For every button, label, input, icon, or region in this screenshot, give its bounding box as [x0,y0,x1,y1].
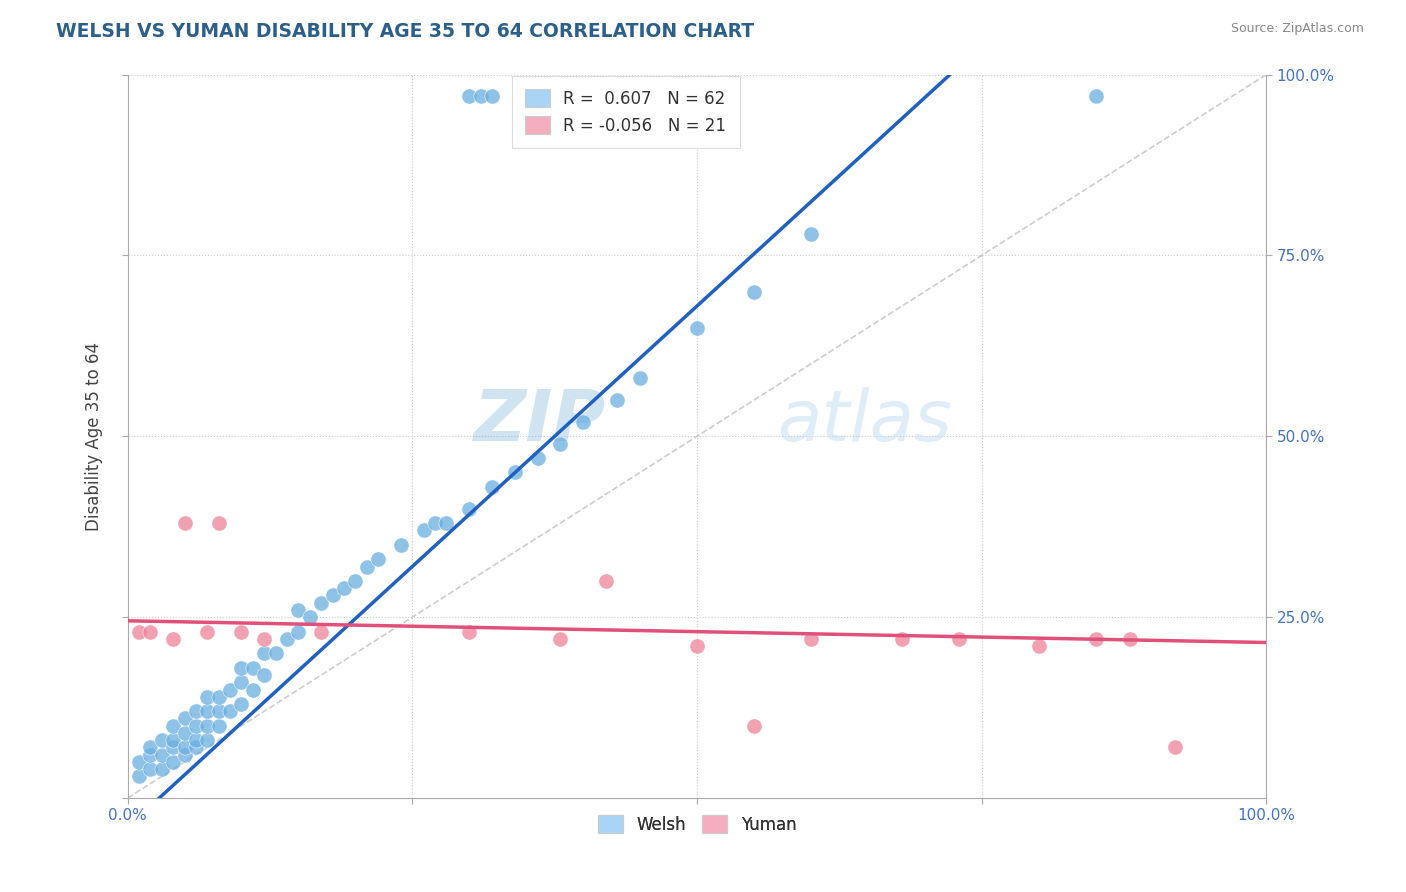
Point [423,516,446,530]
Point [195,624,218,639]
Point [173,747,195,762]
Point [686,320,709,334]
Point [1118,632,1140,646]
Point [287,603,309,617]
Text: ZIP: ZIP [474,387,606,457]
Text: Source: ZipAtlas.com: Source: ZipAtlas.com [1230,22,1364,36]
Point [412,524,434,538]
Point [162,632,184,646]
Point [367,552,389,566]
Point [1028,639,1050,653]
Text: WELSH VS YUMAN DISABILITY AGE 35 TO 64 CORRELATION CHART: WELSH VS YUMAN DISABILITY AGE 35 TO 64 C… [56,22,755,41]
Point [742,719,765,733]
Point [333,581,356,595]
Point [173,740,195,755]
Point [242,661,264,675]
Point [208,719,231,733]
Point [139,624,162,639]
Point [195,704,218,718]
Point [550,436,572,450]
Y-axis label: Disability Age 35 to 64: Disability Age 35 to 64 [86,342,103,531]
Legend: Welsh, Yuman: Welsh, Yuman [591,808,803,840]
Point [139,762,162,776]
Point [800,227,823,241]
Point [231,661,253,675]
Point [128,769,150,783]
Point [481,480,503,494]
Point [139,740,162,755]
Point [150,733,173,747]
Point [173,711,195,725]
Point [162,733,184,747]
Point [208,690,231,704]
Point [208,704,231,718]
Point [686,639,709,653]
Point [742,285,765,299]
Point [309,596,332,610]
Point [231,697,253,711]
Point [572,415,595,429]
Point [309,624,332,639]
Point [184,704,207,718]
Point [242,682,264,697]
Point [890,632,912,646]
Point [253,668,276,682]
Point [139,747,162,762]
Point [458,624,481,639]
Point [162,755,184,769]
Point [606,393,628,408]
Point [1164,740,1187,755]
Point [184,719,207,733]
Point [195,690,218,704]
Point [526,450,548,465]
Point [948,632,970,646]
Point [1084,632,1107,646]
Point [162,719,184,733]
Point [128,624,150,639]
Point [276,632,298,646]
Point [231,675,253,690]
Point [195,733,218,747]
Point [253,632,276,646]
Point [208,516,231,530]
Point [322,589,344,603]
Point [298,610,321,624]
Point [1084,89,1107,103]
Point [264,646,287,660]
Point [184,740,207,755]
Point [128,755,150,769]
Point [150,762,173,776]
Point [550,632,572,646]
Point [800,632,823,646]
Point [184,733,207,747]
Point [162,740,184,755]
Text: atlas: atlas [776,387,952,457]
Point [356,559,378,574]
Point [195,719,218,733]
Point [150,747,173,762]
Point [503,466,526,480]
Point [389,538,412,552]
Point [436,516,458,530]
Point [458,501,481,516]
Point [595,574,617,588]
Point [481,89,503,103]
Point [458,89,481,103]
Point [219,704,242,718]
Point [173,726,195,740]
Point [344,574,367,588]
Point [470,89,492,103]
Point [287,624,309,639]
Point [231,624,253,639]
Point [628,371,651,385]
Point [173,516,195,530]
Point [219,682,242,697]
Point [253,646,276,660]
